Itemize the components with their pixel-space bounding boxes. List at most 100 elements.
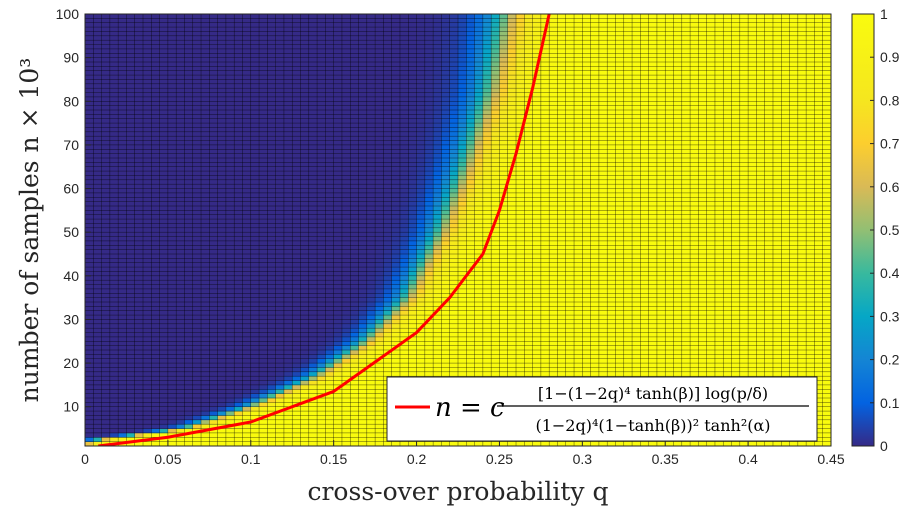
heatmap-cell	[681, 267, 691, 272]
heatmap-cell	[441, 441, 451, 446]
heatmap-cell	[126, 350, 136, 355]
heatmap-cell	[598, 332, 608, 338]
heatmap-cell	[242, 240, 252, 246]
heatmap-cell	[665, 315, 674, 320]
heatmap-cell	[300, 358, 310, 364]
heatmap-cell	[731, 267, 741, 272]
heatmap-cell	[325, 363, 334, 368]
heatmap-cell	[201, 411, 210, 416]
heatmap-cell	[607, 280, 616, 285]
heatmap-cell	[632, 350, 641, 355]
heatmap-cell	[648, 219, 658, 224]
heatmap-cell	[690, 240, 699, 246]
heatmap-cell	[516, 214, 525, 220]
heatmap-cell	[507, 232, 517, 237]
heatmap-cell	[209, 393, 218, 399]
heatmap-cell	[118, 240, 127, 246]
heatmap-cell	[723, 236, 732, 242]
heatmap-cell	[126, 345, 136, 351]
heatmap-cell	[532, 267, 542, 272]
heatmap-cell	[822, 236, 831, 242]
heatmap-cell	[267, 302, 276, 307]
heatmap-cell	[516, 319, 525, 325]
heatmap-cell	[491, 275, 500, 281]
heatmap-cell	[582, 271, 591, 277]
heatmap-cell	[350, 432, 359, 438]
heatmap-cell	[209, 367, 218, 373]
heatmap-cell	[333, 275, 343, 281]
heatmap-cell	[772, 232, 782, 237]
heatmap-cell	[557, 336, 567, 342]
heatmap-cell	[441, 206, 451, 211]
heatmap-cell	[648, 341, 658, 346]
heatmap-cell	[673, 293, 683, 298]
heatmap-cell	[814, 393, 824, 399]
heatmap-cell	[764, 358, 774, 364]
heatmap-cell	[466, 297, 475, 303]
heatmap-cell	[292, 315, 301, 320]
heatmap-cell	[474, 284, 484, 290]
heatmap-cell	[143, 398, 152, 403]
heatmap-cell	[814, 306, 824, 312]
heatmap-cell	[690, 280, 699, 285]
heatmap-cell	[201, 341, 210, 346]
heatmap-cell	[209, 201, 218, 207]
heatmap-cell	[665, 363, 674, 368]
heatmap-cell	[466, 371, 475, 377]
heatmap-cell	[441, 345, 451, 351]
heatmap-cell	[789, 302, 799, 307]
heatmap-cell	[690, 288, 699, 294]
heatmap-cell	[623, 363, 633, 368]
heatmap-cell	[118, 419, 127, 425]
heatmap-cell	[748, 319, 757, 325]
heatmap-cell	[217, 210, 227, 216]
heatmap-cell	[201, 319, 210, 325]
heatmap-cell	[574, 367, 583, 373]
heatmap-cell	[151, 389, 160, 394]
heatmap-cell	[681, 354, 691, 360]
heatmap-cell	[607, 367, 616, 373]
heatmap-cell	[491, 328, 500, 333]
heatmap-cell	[192, 227, 202, 233]
heatmap-cell	[217, 245, 227, 250]
heatmap-cell	[507, 310, 517, 316]
heatmap-cell	[126, 302, 136, 307]
heatmap-cell	[723, 358, 732, 364]
heatmap-cell	[574, 310, 583, 316]
heatmap-cell	[134, 358, 144, 364]
heatmap-cell	[101, 341, 111, 346]
heatmap-cell	[109, 214, 119, 220]
heatmap-cell	[540, 293, 550, 298]
heatmap-cell	[134, 310, 144, 316]
heatmap-cell	[333, 258, 343, 264]
heatmap-cell	[532, 236, 542, 242]
heatmap-cell	[167, 415, 177, 421]
heatmap-cell	[292, 310, 301, 316]
heatmap-cell	[532, 288, 542, 294]
heatmap-cell	[524, 275, 533, 281]
heatmap-cell	[317, 284, 326, 290]
heatmap-cell	[341, 332, 351, 338]
heatmap-cell	[499, 232, 509, 237]
heatmap-cell	[267, 341, 276, 346]
heatmap-cell	[275, 310, 285, 316]
heatmap-cell	[590, 350, 600, 355]
heatmap-cell	[201, 245, 210, 250]
heatmap-cell	[225, 415, 235, 421]
heatmap-cell	[739, 293, 749, 298]
heatmap-cell	[283, 245, 293, 250]
heatmap-cell	[292, 415, 301, 421]
heatmap-cell	[615, 332, 625, 338]
heatmap-cell	[192, 350, 202, 355]
heatmap-cell	[300, 332, 310, 338]
heatmap-cell	[433, 232, 442, 237]
heatmap-cell	[416, 275, 426, 281]
heatmap-cell	[151, 441, 160, 446]
heatmap-cell	[167, 389, 177, 394]
heatmap-cell	[772, 358, 782, 364]
heatmap-cell	[209, 232, 218, 237]
heatmap-cell	[159, 415, 169, 421]
heatmap-cell	[333, 310, 343, 316]
heatmap-cell	[184, 245, 194, 250]
heatmap-cell	[176, 302, 185, 307]
